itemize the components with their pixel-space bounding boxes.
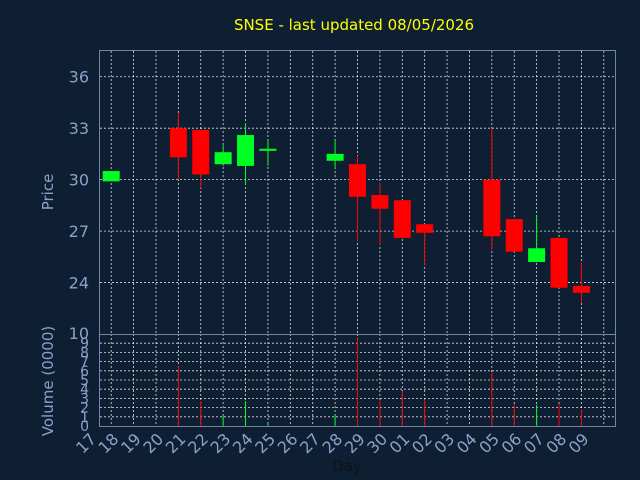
volume-tick-label: 4 (80, 382, 89, 398)
candle-body (483, 179, 501, 237)
candle-body (416, 224, 434, 233)
volume-tick-label: 3 (80, 391, 89, 407)
candle-body (169, 128, 187, 158)
candle-body (349, 164, 366, 197)
candle-body (572, 285, 590, 293)
candle-body (192, 129, 210, 175)
candle-body (528, 248, 546, 262)
volume-tick-label: 7 (80, 355, 89, 371)
candle-body (259, 148, 277, 151)
candle-body (102, 171, 120, 182)
candle-body (326, 153, 344, 161)
volume-tick-label: 5 (80, 373, 89, 389)
price-tick-labels: 24 27 30 33 36 (69, 68, 89, 293)
x-tick-labels: 1718192021222324252627282930010203040506… (72, 429, 592, 457)
candles (102, 112, 590, 304)
price-tick-label: 24 (69, 274, 89, 293)
x-tick-label: 09 (565, 429, 593, 457)
candle-body (214, 152, 232, 165)
volume-axis-label: Volume (0000) (39, 326, 57, 436)
volume-tick-label: 1 (80, 410, 89, 426)
price-tick-label: 27 (69, 222, 89, 241)
candle-body (371, 195, 389, 209)
candle-body (550, 237, 568, 288)
volume-tick-label: 9 (80, 336, 89, 352)
price-axis-label: Price (39, 174, 57, 211)
volume-tick-label: 8 (80, 345, 89, 361)
x-axis-label: Day (332, 457, 362, 475)
price-tick-label: 36 (69, 68, 89, 87)
volume-tick-label: 10 (69, 324, 89, 343)
volume-tick-label: 0 (80, 419, 89, 435)
price-tick-label: 30 (69, 171, 89, 190)
volume-bars (177, 338, 582, 426)
volume-panel-frame (99, 334, 616, 427)
volume-tick-label: 6 (80, 364, 89, 380)
price-tick-label: 33 (69, 119, 89, 138)
volume-tick-label: 2 (80, 401, 89, 417)
candle-body (505, 219, 523, 252)
candle-body (393, 200, 411, 238)
chart-title: SNSE - last updated 08/05/2026 (234, 16, 474, 34)
candle-body (237, 135, 255, 166)
